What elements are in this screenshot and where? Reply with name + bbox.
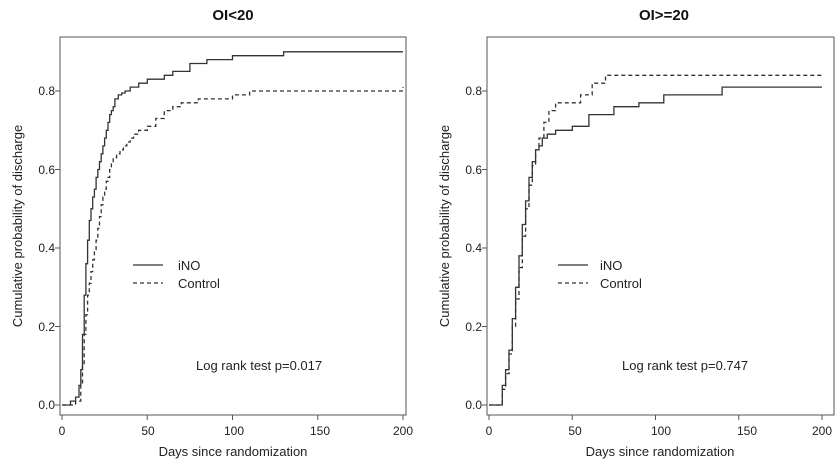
panel-title: OI>=20 [639, 7, 689, 24]
y-axis: 0.0 0.2 0.4 0.6 0.8 [38, 84, 55, 412]
x-tick-label: 200 [393, 424, 413, 438]
x-tick-label: 100 [651, 424, 671, 438]
y-axis-label: Cumulative probability of discharge [10, 125, 25, 327]
legend: iNO Control [133, 258, 220, 291]
x-tick-label: 50 [568, 424, 582, 438]
log-rank-annotation: Log rank test p=0.017 [196, 358, 322, 373]
y-tick-label: 0.8 [38, 84, 55, 98]
y-tick-label: 0.8 [465, 84, 482, 98]
x-tick-label: 0 [486, 424, 493, 438]
km-curve-control [489, 74, 822, 406]
legend-label-ino: iNO [178, 258, 200, 273]
y-tick-label: 0.2 [38, 320, 55, 334]
y-axis-label: Cumulative probability of discharge [437, 125, 452, 327]
y-tick-label: 0.6 [38, 163, 55, 177]
x-axis: 0 50 100 150 200 [486, 424, 833, 438]
y-axis: 0.0 0.2 0.4 0.6 0.8 [465, 84, 482, 412]
panel-oi-lt-20: OI<20 0.0 0.2 0.4 0.6 0.8 0 50 100 150 2… [10, 7, 413, 459]
y-tick-label: 0.2 [465, 320, 482, 334]
x-tick-label: 100 [224, 424, 244, 438]
legend-label-control: Control [178, 276, 220, 291]
y-tick-label: 0.4 [465, 241, 482, 255]
y-tick-label: 0.0 [38, 398, 55, 412]
x-axis-label: Days since randomization [159, 444, 308, 459]
legend: iNO Control [558, 258, 642, 291]
x-tick-label: 200 [812, 424, 832, 438]
x-tick-label: 50 [141, 424, 155, 438]
km-curve-control [62, 87, 404, 406]
plot-frame [486, 36, 835, 416]
legend-label-ino: iNO [600, 258, 622, 273]
y-tick-label: 0.4 [38, 241, 55, 255]
y-tick-label: 0.6 [465, 163, 482, 177]
x-tick-label: 150 [310, 424, 330, 438]
x-axis: 0 50 100 150 200 [59, 424, 414, 438]
log-rank-annotation: Log rank test p=0.747 [622, 358, 748, 373]
x-tick-label: 0 [59, 424, 66, 438]
panel-title: OI<20 [212, 7, 253, 24]
x-axis-label: Days since randomization [586, 444, 735, 459]
km-curve-ino [62, 51, 403, 406]
legend-label-control: Control [600, 276, 642, 291]
panel-oi-ge-20: OI>=20 0.0 0.2 0.4 0.6 0.8 0 50 100 150 … [437, 7, 835, 459]
chart-marks [55, 51, 823, 420]
x-tick-label: 150 [737, 424, 757, 438]
y-tick-label: 0.0 [465, 398, 482, 412]
